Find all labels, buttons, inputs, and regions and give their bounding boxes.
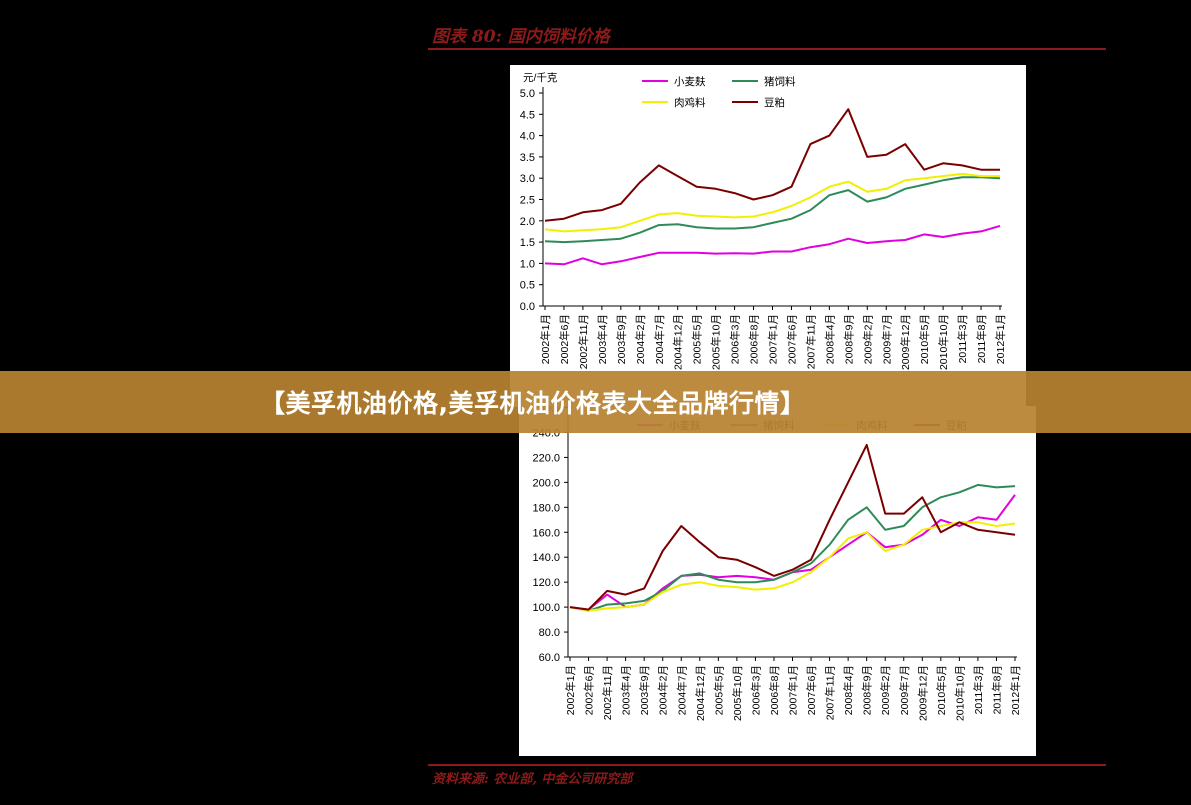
x-tick-label: 2010年10月	[953, 665, 966, 721]
x-tick-label: 2004年12月	[694, 665, 707, 721]
price-chart-panel: 0.0 0.5 1.0 1.5 2.0 2.5 3.0 3.5 4.0 4.5 5.0 2002年1月…	[510, 65, 1026, 407]
y-tick-label: 2.5	[520, 195, 535, 207]
series-line	[544, 224, 1001, 266]
x-tick-label: 2002年6月	[583, 665, 596, 715]
x-tick-label: 2011年8月	[975, 314, 988, 363]
x-tick-label: 2004年2月	[657, 665, 670, 715]
x-tick-label: 2007年1月	[767, 314, 780, 364]
x-tick-label: 2007年11月	[824, 665, 837, 720]
series-line	[569, 483, 1016, 612]
x-tick-label: 2006年8月	[748, 314, 761, 364]
top-rule	[428, 48, 1106, 50]
x-tick-label: 2009年12月	[899, 314, 912, 370]
series-line	[544, 176, 1001, 244]
x-tick-label: 2003年4月	[596, 314, 609, 364]
x-tick-label: 2003年9月	[615, 314, 628, 364]
x-tick-label: 2004年12月	[672, 314, 685, 370]
banner-text: 【美孚机油价格,美孚机油价格表大全品牌行情】	[260, 389, 806, 418]
x-tick-label: 2007年6月	[805, 665, 818, 715]
x-tick-label: 2006年8月	[768, 665, 781, 715]
y-tick-label: 2.0	[520, 216, 535, 228]
x-tick-label: 2004年7月	[653, 314, 666, 364]
x-tick-label: 2009年2月	[861, 314, 874, 364]
series-line	[569, 443, 1016, 611]
x-tick-label: 2009年12月	[916, 665, 929, 721]
x-tick-label: 2005年5月	[712, 665, 725, 715]
y-tick-label: 1.5	[520, 237, 535, 249]
y-tick-label: 4.0	[520, 131, 535, 143]
x-tick-label: 2003年4月	[620, 665, 633, 715]
y-tick-label: 200.0	[532, 477, 560, 489]
x-tick-label: 2005年10月	[710, 314, 723, 370]
x-tick-label: 2004年2月	[634, 314, 647, 364]
x-tick-label: 2005年5月	[691, 314, 704, 364]
series-line	[569, 494, 1016, 611]
y-tick-label: 0.0	[520, 301, 535, 313]
y-tick-label: 0.5	[520, 280, 535, 292]
x-tick-label: 2002年6月	[558, 314, 571, 364]
x-tick-label: 2012年1月	[994, 314, 1007, 364]
y-tick-label: 100.0	[532, 602, 560, 614]
x-tick-label: 2002年1月	[564, 665, 577, 715]
y-tick-label: 4.5	[520, 109, 535, 121]
legend-label: 肉鸡料	[674, 96, 706, 109]
x-tick-label: 2007年6月	[785, 314, 798, 364]
x-tick-label: 2011年8月	[990, 665, 1003, 714]
series-line	[544, 108, 1000, 222]
x-tick-label: 2007年1月	[787, 665, 800, 715]
price-chart: 0.0 0.5 1.0 1.5 2.0 2.5 3.0 3.5 4.0 4.5 5.0 2002年1月…	[520, 72, 1007, 370]
legend-label: 豆粕	[764, 96, 785, 109]
x-tick-label: 2012年1月	[1009, 665, 1022, 715]
x-tick-label: 2003年9月	[638, 665, 651, 715]
legend-label: 猪饲料	[764, 75, 796, 88]
x-tick-label: 2010年5月	[918, 314, 931, 364]
x-tick-label: 2008年9月	[842, 314, 855, 364]
x-tick-label: 2004年7月	[675, 665, 688, 715]
y-tick-label: 180.0	[532, 502, 560, 514]
x-tick-label: 2011年3月	[972, 665, 985, 714]
y-tick-label: 3.0	[520, 173, 535, 185]
unit-label: 元/千克	[523, 72, 558, 84]
index-chart: 60.0 80.0 100.0 120.0 140.0 160.0 180.0 200.0 22…	[532, 403, 1022, 722]
x-tick-label: 2002年11月	[601, 665, 614, 720]
legend-label: 小麦麸	[674, 75, 706, 88]
figure-title: 图表 80: 国内饲料价格	[432, 27, 610, 47]
y-tick-label: 5.0	[520, 88, 535, 100]
x-tick-label: 2009年2月	[879, 665, 892, 715]
x-tick-label: 2011年3月	[956, 314, 969, 363]
source-note: 资料来源: 农业部, 中金公司研究部	[432, 772, 633, 787]
y-tick-label: 120.0	[532, 577, 560, 589]
x-tick-label: 2010年10月	[937, 314, 950, 370]
y-tick-label: 3.5	[520, 152, 535, 164]
x-tick-label: 2008年4月	[823, 314, 836, 364]
y-tick-label: 160.0	[532, 527, 560, 539]
y-tick-label: 80.0	[539, 627, 560, 639]
y-tick-label: 60.0	[539, 652, 560, 664]
x-tick-label: 2008年9月	[861, 665, 874, 715]
x-tick-label: 2002年1月	[539, 314, 552, 364]
x-tick-label: 2009年7月	[898, 665, 911, 715]
series-line	[544, 172, 1000, 233]
y-tick-label: 140.0	[532, 552, 560, 564]
banner: 【美孚机油价格,美孚机油价格表大全品牌行情】	[0, 371, 1191, 433]
x-tick-label: 2006年3月	[749, 665, 762, 715]
x-tick-label: 2002年11月	[577, 314, 590, 369]
x-tick-label: 2006年3月	[729, 314, 742, 364]
x-tick-label: 2005年10月	[731, 665, 744, 721]
y-tick-label: 220.0	[532, 452, 560, 464]
index-chart-panel: 60.0 80.0 100.0 120.0 140.0 160.0 180.0 200.0 22…	[519, 403, 1036, 756]
y-tick-label: 1.0	[520, 258, 535, 270]
x-tick-label: 2010年5月	[935, 665, 948, 715]
bottom-rule	[428, 764, 1106, 766]
x-tick-label: 2008年4月	[842, 665, 855, 715]
x-tick-label: 2009年7月	[880, 314, 893, 364]
series-line	[569, 521, 1016, 612]
x-tick-label: 2007年11月	[804, 314, 817, 369]
